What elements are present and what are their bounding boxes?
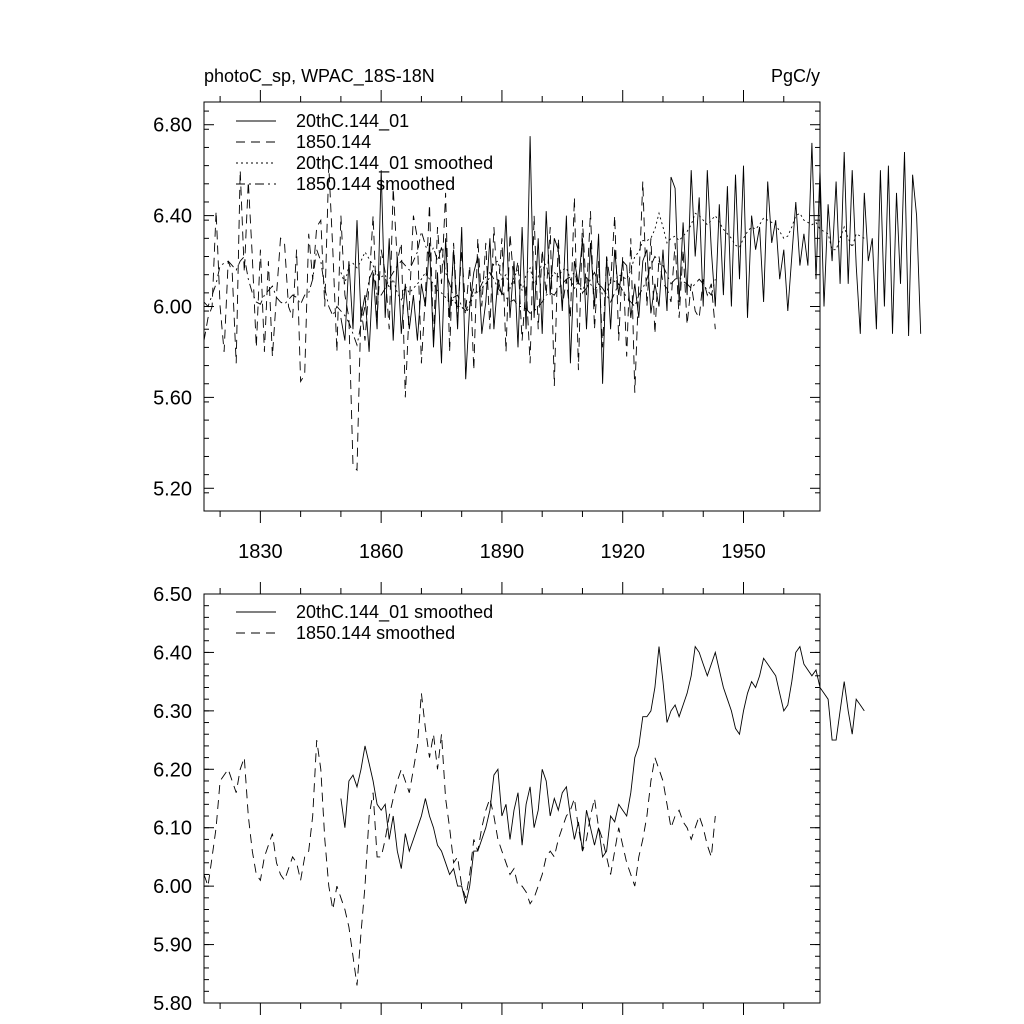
y-tick-label: 6.40 bbox=[153, 642, 192, 664]
top-axes: 5.20 5.60 6.00 6.40 6.80 1830 1860 1890 1920 1950 bbox=[153, 90, 820, 563]
series-line-1850-144-smoothed bbox=[203, 231, 716, 347]
top-series-group bbox=[203, 136, 922, 472]
top-chart-panel: photoC_sp, WPAC_18S-18N PgC/y 5.20 5.60 6.… bbox=[153, 66, 922, 563]
legend-label: 20thC.144_01 smoothed bbox=[296, 153, 493, 174]
series-line-20thc-144-01-smoothed bbox=[340, 645, 865, 904]
y-tick-label: 6.40 bbox=[153, 206, 192, 228]
bottom-series-group bbox=[203, 645, 865, 986]
x-tick-label: 1920 bbox=[600, 541, 645, 563]
chart-title: photoC_sp, WPAC_18S-18N bbox=[204, 66, 435, 87]
y-tick-label: 6.00 bbox=[153, 297, 192, 319]
y-tick-label: 6.10 bbox=[153, 818, 192, 840]
y-tick-label: 5.60 bbox=[153, 387, 192, 409]
legend-label: 1850.144 smoothed bbox=[296, 174, 455, 194]
x-tick-label: 1950 bbox=[721, 541, 766, 563]
bottom-axes: 5.80 5.90 6.00 6.10 6.20 6.30 6.40 6.50 bbox=[153, 582, 820, 1015]
bottom-plot-frame bbox=[203, 593, 821, 1004]
x-tick-label: 1860 bbox=[359, 541, 404, 563]
y-tick-label: 6.30 bbox=[153, 701, 192, 723]
units-label: PgC/y bbox=[771, 66, 820, 86]
y-tick-label: 5.90 bbox=[153, 935, 192, 957]
y-tick-label: 6.00 bbox=[153, 876, 192, 898]
top-plot-frame bbox=[203, 101, 821, 512]
y-tick-label: 6.80 bbox=[153, 115, 192, 137]
series-line-1850-144 bbox=[203, 165, 716, 472]
y-tick-label: 6.50 bbox=[153, 584, 192, 606]
y-tick-label: 6.20 bbox=[153, 759, 192, 781]
legend-label: 1850.144 smoothed bbox=[296, 623, 455, 643]
y-tick-label: 5.20 bbox=[153, 478, 192, 500]
series-line-1850-144-smoothed bbox=[203, 693, 716, 986]
legend-label: 20thC.144_01 smoothed bbox=[296, 602, 493, 623]
y-tick-label: 5.80 bbox=[153, 993, 192, 1015]
legend-label: 20thC.144_01 bbox=[296, 111, 409, 132]
x-tick-label: 1890 bbox=[480, 541, 525, 563]
x-tick-label: 1830 bbox=[238, 541, 283, 563]
series-line-20thc-144-01-smoothed bbox=[340, 211, 865, 315]
bottom-chart-panel: 5.80 5.90 6.00 6.10 6.20 6.30 6.40 6.50 20thC.1… bbox=[153, 582, 865, 1015]
series-line-20thc-144-01 bbox=[340, 136, 922, 384]
legend-label: 1850.144 bbox=[296, 132, 371, 152]
